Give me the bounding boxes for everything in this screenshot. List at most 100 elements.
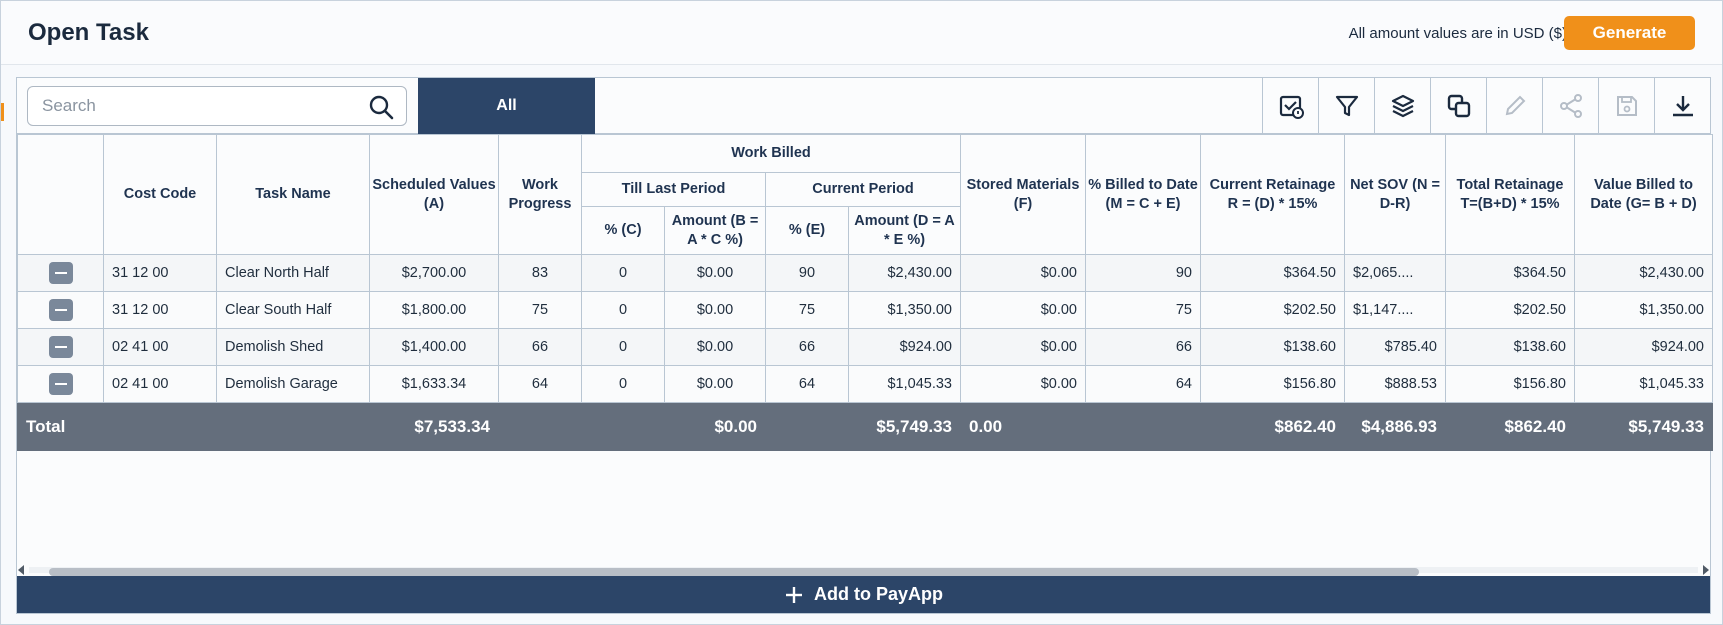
filter-icon[interactable] bbox=[1318, 78, 1374, 134]
total-empty bbox=[765, 402, 849, 451]
cp-amount-cell: $2,430.00 bbox=[848, 254, 961, 292]
scroll-track[interactable] bbox=[29, 567, 1698, 576]
cp-percent-cell[interactable]: 66 bbox=[765, 328, 849, 366]
stored-materials-cell[interactable]: $0.00 bbox=[960, 365, 1086, 403]
add-to-payapp-button[interactable]: Add to PayApp bbox=[17, 576, 1710, 613]
total-stored: 0.00 bbox=[960, 402, 1086, 451]
cost-code-cell: 02 41 00 bbox=[103, 328, 217, 366]
calendar-check-icon[interactable] bbox=[1262, 78, 1318, 134]
total-scheduled: $7,533.34 bbox=[369, 402, 499, 451]
table-row: 31 12 00 Clear North Half $2,700.00 83 0… bbox=[17, 254, 1713, 292]
work-progress-cell[interactable]: 83 bbox=[498, 254, 582, 292]
layers-icon[interactable] bbox=[1374, 78, 1430, 134]
billed-to-date-cell: 66 bbox=[1085, 328, 1201, 366]
current-retainage-cell: $202.50 bbox=[1200, 291, 1345, 329]
total-current-retainage: $862.40 bbox=[1200, 402, 1345, 451]
search-box bbox=[27, 86, 407, 126]
header-billed-to-date[interactable]: % Billed to Date (M = C + E) bbox=[1085, 134, 1201, 255]
tlp-amount-cell: $0.00 bbox=[664, 365, 766, 403]
stored-materials-cell[interactable]: $0.00 bbox=[960, 291, 1086, 329]
table-row: 02 41 00 Demolish Shed $1,400.00 66 0 $0… bbox=[17, 328, 1713, 366]
scheduled-value-cell: $1,800.00 bbox=[369, 291, 499, 329]
collapse-row-button[interactable] bbox=[48, 262, 73, 284]
work-progress-cell[interactable]: 64 bbox=[498, 365, 582, 403]
header-current-period: Current Period bbox=[765, 172, 961, 207]
net-sov-cell: $888.53 bbox=[1344, 365, 1446, 403]
total-retainage-cell: $156.80 bbox=[1445, 365, 1575, 403]
collapse-row-button[interactable] bbox=[48, 299, 73, 321]
toolbar-icons bbox=[1262, 78, 1710, 134]
header-value-billed[interactable]: Value Billed to Date (G= B + D) bbox=[1574, 134, 1713, 255]
tlp-amount-cell: $0.00 bbox=[664, 254, 766, 292]
total-retainage-cell: $202.50 bbox=[1445, 291, 1575, 329]
value-billed-cell: $2,430.00 bbox=[1574, 254, 1713, 292]
cp-amount-cell: $1,045.33 bbox=[848, 365, 961, 403]
net-sov-cell: $785.40 bbox=[1344, 328, 1446, 366]
collapse-row-button[interactable] bbox=[48, 336, 73, 358]
save-icon[interactable] bbox=[1598, 78, 1654, 134]
tlp-percent-cell: 0 bbox=[581, 328, 665, 366]
header-tlp-percent[interactable]: % (C) bbox=[581, 206, 665, 255]
header-net-sov[interactable]: Net SOV (N = D-R) bbox=[1344, 134, 1446, 255]
header-stored-materials[interactable]: Stored Materials (F) bbox=[960, 134, 1086, 255]
header-work-progress[interactable]: Work Progress bbox=[498, 134, 582, 255]
header-cp-amount[interactable]: Amount (D = A * E %) bbox=[848, 206, 961, 255]
horizontal-scrollbar[interactable] bbox=[17, 564, 1710, 576]
row-action-cell bbox=[17, 328, 104, 366]
cp-percent-cell[interactable]: 75 bbox=[765, 291, 849, 329]
share-icon[interactable] bbox=[1542, 78, 1598, 134]
current-retainage-cell: $364.50 bbox=[1200, 254, 1345, 292]
row-action-cell bbox=[17, 254, 104, 292]
task-name-cell: Clear South Half bbox=[216, 291, 370, 329]
collapse-row-button[interactable] bbox=[48, 373, 73, 395]
total-retainage-cell: $364.50 bbox=[1445, 254, 1575, 292]
scheduled-value-cell: $1,633.34 bbox=[369, 365, 499, 403]
task-name-cell: Demolish Shed bbox=[216, 328, 370, 366]
scroll-left-arrow-icon[interactable] bbox=[18, 565, 24, 575]
search-input[interactable] bbox=[28, 87, 348, 125]
task-panel: All bbox=[16, 77, 1713, 614]
copy-icon[interactable] bbox=[1430, 78, 1486, 134]
total-cp-amount: $5,749.33 bbox=[848, 402, 961, 451]
value-billed-cell: $924.00 bbox=[1574, 328, 1713, 366]
page-title: Open Task bbox=[28, 19, 149, 46]
stored-materials-cell[interactable]: $0.00 bbox=[960, 254, 1086, 292]
search-icon[interactable] bbox=[368, 94, 394, 120]
task-name-cell: Clear North Half bbox=[216, 254, 370, 292]
work-progress-cell[interactable]: 66 bbox=[498, 328, 582, 366]
scroll-right-arrow-icon[interactable] bbox=[1703, 565, 1709, 575]
tab-all[interactable]: All bbox=[418, 78, 595, 134]
header-scheduled-values[interactable]: Scheduled Values (A) bbox=[369, 134, 499, 255]
header-tlp-amount[interactable]: Amount (B = A * C %) bbox=[664, 206, 766, 255]
table-toolbar: All bbox=[17, 78, 1710, 134]
header-cost-code[interactable]: Cost Code bbox=[103, 134, 217, 255]
task-table: Cost Code Task Name Scheduled Values (A)… bbox=[17, 134, 1713, 451]
scroll-thumb[interactable] bbox=[49, 568, 1419, 576]
row-action-cell bbox=[17, 291, 104, 329]
total-total-retainage: $862.40 bbox=[1445, 402, 1575, 451]
header-actions bbox=[17, 134, 104, 255]
generate-button[interactable]: Generate bbox=[1564, 16, 1695, 50]
header-cp-percent[interactable]: % (E) bbox=[765, 206, 849, 255]
total-row: Total $7,533.34 $0.00 $5,749.33 0.00 $86… bbox=[17, 402, 1713, 451]
total-value-billed: $5,749.33 bbox=[1574, 402, 1713, 451]
total-empty bbox=[581, 402, 665, 451]
header-current-retainage[interactable]: Current Retainage R = (D) * 15% bbox=[1200, 134, 1345, 255]
edit-icon[interactable] bbox=[1486, 78, 1542, 134]
header-total-retainage[interactable]: Total Retainage T=(B+D) * 15% bbox=[1445, 134, 1575, 255]
download-icon[interactable] bbox=[1654, 78, 1710, 134]
cp-amount-cell: $924.00 bbox=[848, 328, 961, 366]
total-empty bbox=[1085, 402, 1201, 451]
billed-to-date-cell: 75 bbox=[1085, 291, 1201, 329]
side-indicator bbox=[1, 103, 4, 121]
work-progress-cell[interactable]: 75 bbox=[498, 291, 582, 329]
stored-materials-cell[interactable]: $0.00 bbox=[960, 328, 1086, 366]
header-till-last-period: Till Last Period bbox=[581, 172, 766, 207]
net-sov-cell: $2,065.... bbox=[1344, 254, 1446, 292]
scheduled-value-cell: $2,700.00 bbox=[369, 254, 499, 292]
header-task-name[interactable]: Task Name bbox=[216, 134, 370, 255]
cp-percent-cell[interactable]: 64 bbox=[765, 365, 849, 403]
cost-code-cell: 02 41 00 bbox=[103, 365, 217, 403]
cp-percent-cell[interactable]: 90 bbox=[765, 254, 849, 292]
